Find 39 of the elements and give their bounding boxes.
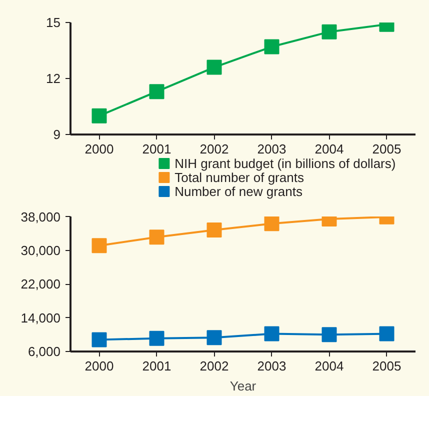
point [206,222,222,238]
x-tick-label: 2000 [84,358,114,374]
point [322,24,337,40]
point [92,108,107,124]
y-tick-label: 30,000 [20,242,61,258]
x-tick-label: 2002 [200,142,229,156]
x-tick-label: 2005 [372,358,402,374]
y-tick-label: 9 [53,127,61,142]
legend-label: Total number of grants [174,170,304,185]
x-tick-label: 2003 [257,358,286,374]
point [322,327,337,342]
y-tick-label: 6,000 [28,344,61,359]
point [264,39,280,54]
point [92,238,107,254]
y-tick-label: 22,000 [20,276,61,292]
legend-label: Number of new grants [174,184,303,199]
point [149,230,164,245]
x-tick-label: 2001 [142,358,172,374]
x-tick-label: 2002 [200,358,229,374]
y-tick-label: 15 [46,15,61,30]
point [206,60,222,75]
point [264,216,280,232]
x-tick-label: 2005 [372,142,402,156]
x-tick-label: 2004 [314,142,344,156]
legend-label: NIH grant budget (in billions of dollars) [174,156,396,171]
x-axis-title: Year [230,378,257,394]
point [92,332,107,348]
y-tick-label: 12 [46,71,61,86]
x-tick-label: 2000 [84,142,114,156]
y-tick-label: 14,000 [20,310,61,326]
x-tick-label: 2001 [142,142,172,156]
point [149,330,164,346]
point [264,326,280,342]
point [206,330,222,346]
y-tick-label: 38,000 [20,210,61,224]
point [379,326,394,342]
x-tick-label: 2004 [314,358,344,374]
point [149,84,164,100]
x-tick-label: 2003 [257,142,286,156]
